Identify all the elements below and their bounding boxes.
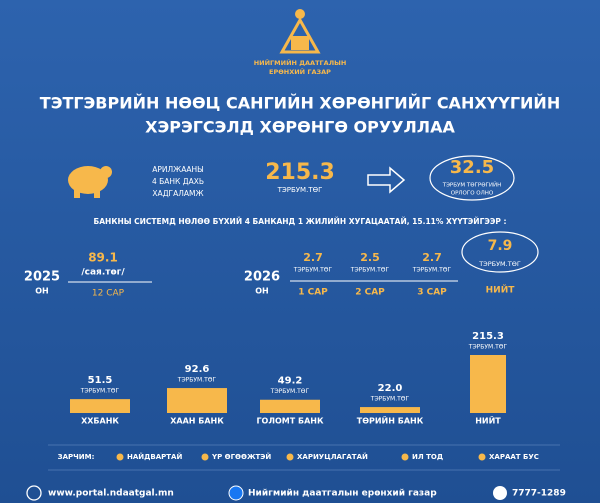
phone-icon (493, 486, 507, 500)
income-value: 32.5 (450, 157, 494, 178)
income-circle (429, 155, 515, 201)
bullet (116, 453, 124, 461)
logo-text: ЕРӨНХИЙ ГАЗАР (269, 67, 331, 76)
bar-unit: ТЭРБУМ.ТӨГ (177, 377, 217, 384)
bar-value: 49.2 (278, 376, 303, 387)
month-period: 3 САР (417, 288, 447, 298)
month-period: 1 САР (298, 288, 328, 298)
value: 89.1 (88, 251, 118, 265)
months: 2.7 ТЭРБУМ.ТӨГ 1 САР 2.5 ТЭРБУМ.ТӨГ 2 САР 2.7 Т… (293, 251, 452, 298)
bar-value: 92.6 (185, 364, 210, 375)
bar-category: ГОЛОМТ БАНК (256, 417, 324, 426)
subtitle: БАНКНЫ СИСТЕМД НӨЛӨӨ БҮХИЙ 4 БАНКАНД 1 Ж… (94, 217, 507, 226)
piggy-icon (68, 166, 112, 198)
web: www.portal.ndaatgal.mn (48, 489, 174, 499)
month-value: 2.7 (422, 251, 442, 264)
bar (470, 355, 506, 413)
bar-value: 22.0 (378, 383, 403, 394)
title: ХЭРЭГСЭЛД ХӨРӨНГӨ ОРУУЛЛАА (145, 118, 455, 137)
month-period: 2 САР (355, 288, 385, 298)
bullet (201, 453, 209, 461)
deposit-unit: ТЭРБУМ.ТӨГ (277, 186, 323, 194)
principle: ХАРИУЦЛАГАТАЙ (297, 452, 368, 461)
bullet (401, 453, 409, 461)
bar (167, 388, 227, 413)
facebook: Нийгмийн даатгалын ерөнхий газар (248, 489, 437, 499)
deposit-label: АРИЛЖААНЫ (152, 165, 204, 174)
total-label: НИЙТ (486, 284, 516, 296)
deposit-label: 4 БАНК ДАХЬ (152, 177, 204, 186)
bullet (478, 453, 486, 461)
principle: ҮР ӨГӨӨЖТЭЙ (211, 452, 271, 461)
bar-chart: 51.5 ТЭРБУМ.ТӨГ ХХБАНК 92.6 ТЭРБУМ.ТӨГ ХААН Б… (70, 331, 508, 426)
title: ТЭТГЭВРИЙН НӨӨЦ САНГИЙН ХӨРӨНГИЙГ САНХҮҮ… (40, 94, 560, 113)
period: 12 САР (92, 289, 125, 299)
globe-icon (26, 485, 42, 501)
facebook-icon (228, 485, 244, 501)
income-unit: ТЭРБУМ ТӨГРӨГИЙН (442, 182, 502, 189)
bar (70, 399, 130, 413)
bar (360, 407, 420, 413)
principle: ИЛ ТОД (412, 453, 443, 461)
month-value: 2.7 (303, 251, 323, 264)
bar (260, 399, 320, 413)
principles: НАЙДВАРТАЙ ҮР ӨГӨӨЖТЭЙ ХАРИУЦЛАГАТАЙ ИЛ ТОД… (116, 452, 539, 461)
bullet (286, 453, 294, 461)
arrow (367, 166, 406, 194)
month-unit: ТЭРБУМ.ТӨГ (412, 267, 452, 274)
bar-category: ТӨРИЙН БАНК (357, 415, 424, 426)
logo-text: НИЙГМИЙН ДААТГАЛЫН (254, 58, 347, 67)
bar-unit: ТЭРБУМ.ТӨГ (270, 388, 310, 395)
logo-icon (279, 9, 321, 54)
principle: ХАРААТ БУС (489, 453, 539, 461)
year-suffix: ОН (35, 287, 49, 296)
total-value: 7.9 (488, 238, 513, 254)
bar-category: ХААН БАНК (170, 417, 224, 426)
month-unit: ТЭРБУМ.ТӨГ (350, 267, 390, 274)
bar-unit: ТЭРБУМ.ТӨГ (370, 396, 410, 403)
principles-label: ЗАРЧИМ: (58, 453, 95, 461)
total-circle (461, 231, 539, 273)
deposit-label: ХАДГАЛАМЖ (152, 189, 203, 198)
deposit-value: 215.3 (265, 160, 335, 185)
total-unit: ТЭРБУМ.ТӨГ (478, 260, 521, 268)
principle: НАЙДВАРТАЙ (127, 452, 182, 461)
year-suffix: ОН (255, 287, 269, 296)
bar-category: НИЙТ (475, 415, 501, 426)
month-value: 2.5 (360, 251, 380, 264)
bar-value: 51.5 (88, 375, 113, 386)
bar-unit: ТЭРБУМ.ТӨГ (80, 388, 120, 395)
income-unit: ОРЛОГО ОЛНО (451, 191, 494, 197)
month-unit: ТЭРБУМ.ТӨГ (293, 267, 333, 274)
bar-unit: ТЭРБУМ.ТӨГ (468, 344, 508, 351)
year: 2025 (24, 270, 60, 285)
unit: /сая.төг/ (81, 268, 125, 278)
phone: 7777-1289 (512, 489, 566, 499)
year: 2026 (244, 270, 280, 285)
bar-category: ХХБАНК (81, 417, 119, 426)
bar-value: 215.3 (472, 331, 504, 342)
